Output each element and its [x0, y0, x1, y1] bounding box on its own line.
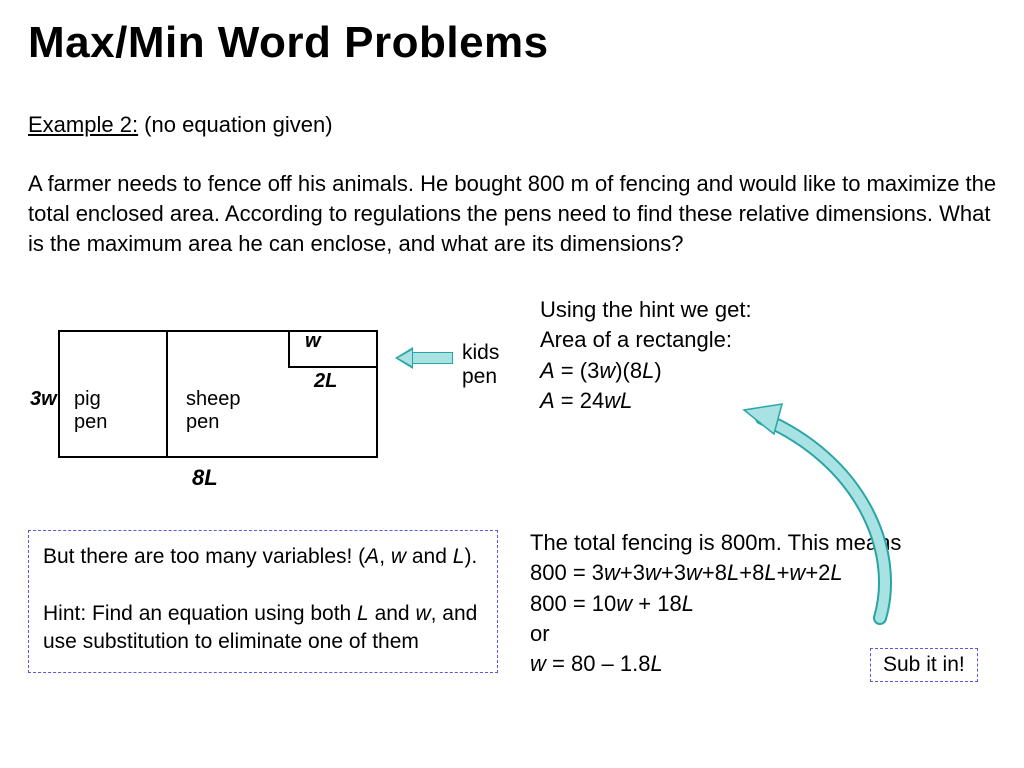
- hint-line4: A = 24wL: [540, 386, 752, 416]
- label-2L: 2L: [314, 370, 337, 393]
- kids-pen-rect: [288, 330, 378, 368]
- problem-text: A farmer needs to fence off his animals.…: [28, 171, 996, 255]
- curved-arrow-icon: [740, 400, 910, 630]
- hint-block: Using the hint we get: Area of a rectang…: [540, 295, 752, 416]
- hint-line2: Area of a rectangle:: [540, 325, 752, 355]
- problem-statement: Example 2: (no equation given) A farmer …: [28, 110, 998, 258]
- hint-line3: A = (3w)(8L): [540, 356, 752, 386]
- fencing-line5: w = 80 – 1.8L: [530, 649, 901, 679]
- page-title: Max/Min Word Problems: [28, 18, 549, 68]
- label-3w: 3w: [30, 388, 57, 411]
- example-label: Example 2:: [28, 112, 138, 137]
- example-note: (no equation given): [138, 112, 332, 137]
- kids-pen-label: kids pen: [462, 341, 499, 389]
- too-many-variables-box: But there are too many variables! (A, w …: [28, 530, 498, 673]
- pig-pen-label: pig pen: [74, 388, 107, 434]
- label-8L: 8L: [192, 465, 218, 491]
- arrow-to-kids-pen-icon: [395, 347, 453, 369]
- sub-it-in-box: Sub it in!: [870, 648, 978, 682]
- label-w: w: [305, 330, 321, 353]
- hint-line1: Using the hint we get:: [540, 295, 752, 325]
- pen-divider-vertical: [166, 330, 168, 458]
- sheep-pen-label: sheep pen: [186, 388, 241, 434]
